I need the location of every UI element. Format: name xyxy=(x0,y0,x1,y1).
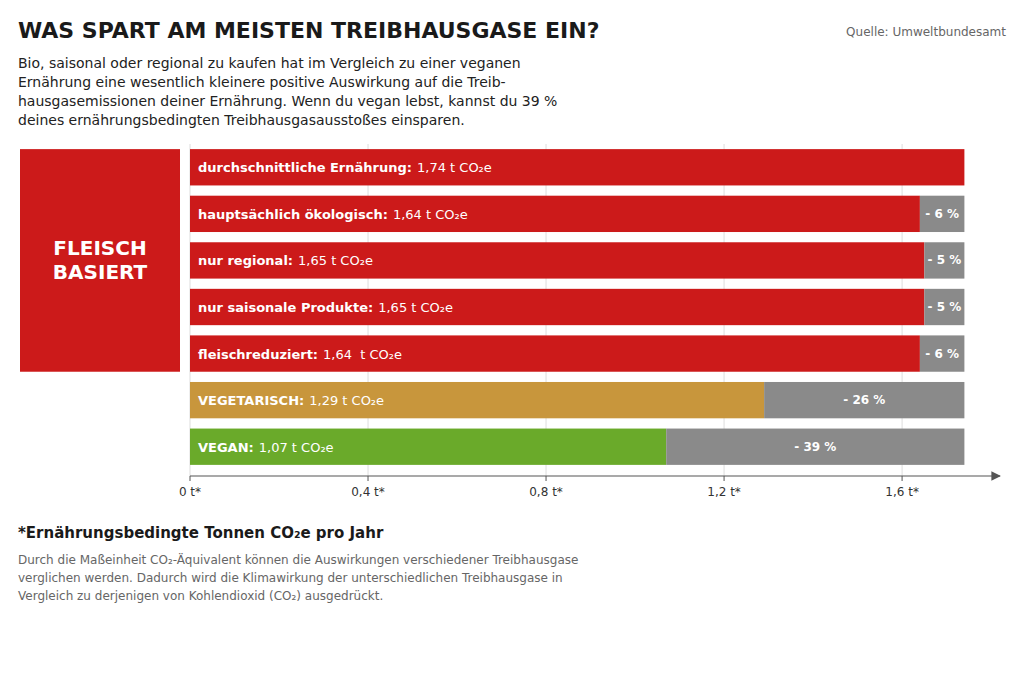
reduction-label: - 6 % xyxy=(925,207,959,221)
x-axis: 0 t* 0,4 t* 0,8 t* 1,2 t* 1,6 t* xyxy=(179,476,1000,499)
x-tick xyxy=(724,476,725,481)
footnote-line: Vergleich zu derjenigen von Kohlendioxid… xyxy=(18,589,383,603)
reduction-label: - 5 % xyxy=(928,253,962,267)
reduction-bar xyxy=(666,429,964,465)
subtitle-line: Ernährung eine wesentlich kleinere posit… xyxy=(18,74,506,90)
category-label: VEGAN: xyxy=(198,439,254,454)
group-label: FLEISCHBASIERT xyxy=(53,236,148,284)
bars xyxy=(190,149,964,465)
bar xyxy=(190,149,964,185)
bar-label: nur regional: 1,65 t CO₂e xyxy=(198,253,373,268)
reduction-label: - 26 % xyxy=(843,393,885,407)
footnote-line: verglichen werden. Dadurch wird die Klim… xyxy=(18,571,563,585)
value-label: 1,64 t CO₂e xyxy=(393,206,468,221)
x-tick xyxy=(546,476,547,481)
x-tick-label: 0,8 t* xyxy=(529,485,563,499)
x-tick-label: 0 t* xyxy=(179,485,201,499)
x-tick-label: 0,4 t* xyxy=(351,485,385,499)
footnote: Durch die Maßeinheit CO₂-Äquivalent könn… xyxy=(18,552,578,603)
group-label-line: FLEISCH xyxy=(53,236,146,260)
reduction-label: - 39 % xyxy=(794,440,836,454)
value-label: 1,64 t CO₂e xyxy=(323,346,402,361)
subtitle-line: hausgasemissionen deiner Ernährung. Wenn… xyxy=(18,93,557,109)
category-label: nur regional: xyxy=(198,253,293,268)
x-tick xyxy=(902,476,903,481)
reduction-bar xyxy=(920,196,965,232)
group-panel xyxy=(20,149,180,372)
category-label: durchschnittliche Ernährung: xyxy=(198,160,412,175)
bar xyxy=(190,196,920,232)
footnote-title: *Ernährungsbedingte Tonnen CO₂e pro Jahr xyxy=(18,524,384,542)
reduction-label: - 6 % xyxy=(925,347,959,361)
bar-label: VEGETARISCH: 1,29 t CO₂e xyxy=(198,393,384,408)
group-label-line: BASIERT xyxy=(53,260,148,284)
bar xyxy=(190,429,666,465)
reduction-bar xyxy=(924,289,964,325)
bar-label: fleischreduziert: 1,64 t CO₂e xyxy=(198,346,402,361)
category-label: VEGETARISCH: xyxy=(198,393,304,408)
bar-label: nur saisonale Produkte: 1,65 t CO₂e xyxy=(198,300,453,315)
x-axis-line xyxy=(190,475,1000,476)
subtitle-line: Bio, saisonal oder regional zu kaufen ha… xyxy=(18,55,521,71)
bar xyxy=(190,382,764,418)
subtitle-line: deines ernährungsbedingten Treibhausgasa… xyxy=(18,112,465,128)
value-label: 1,65 t CO₂e xyxy=(298,253,373,268)
bar-label: durchschnittliche Ernährung: 1,74 t CO₂e xyxy=(198,160,492,175)
value-label: 1,65 t CO₂e xyxy=(378,300,453,315)
bar xyxy=(190,289,924,325)
x-tick-label: 1,2 t* xyxy=(707,485,741,499)
reduction-bar xyxy=(924,242,964,278)
reduction-label: - 5 % xyxy=(928,300,962,314)
bar-label: hauptsächlich ökologisch: 1,64 t CO₂e xyxy=(198,206,468,221)
value-label: 1,29 t CO₂e xyxy=(309,393,384,408)
footnote-line: Durch die Maßeinheit CO₂-Äquivalent könn… xyxy=(18,552,578,567)
category-label: hauptsächlich ökologisch: xyxy=(198,206,388,221)
x-tick-label: 1,6 t* xyxy=(885,485,919,499)
bar-label: VEGAN: 1,07 t CO₂e xyxy=(198,439,334,454)
source: Quelle: Umweltbundesamt xyxy=(846,25,1006,39)
category-label: nur saisonale Produkte: xyxy=(198,300,373,315)
labels: durchschnittliche Ernährung: 1,74 t CO₂e h… xyxy=(198,160,961,454)
x-tick xyxy=(368,476,369,481)
bar xyxy=(190,335,920,371)
reduction-bar xyxy=(764,382,964,418)
chart-root: WAS SPART AM MEISTEN TREIBHAUSGASE EIN? Q… xyxy=(0,0,1024,683)
title: WAS SPART AM MEISTEN TREIBHAUSGASE EIN? xyxy=(18,18,599,43)
value-label: 1,74 t CO₂e xyxy=(417,160,492,175)
x-tick xyxy=(190,476,191,481)
reduction-bar xyxy=(920,335,965,371)
category-label: fleischreduziert: xyxy=(198,346,318,361)
subtitle: Bio, saisonal oder regional zu kaufen ha… xyxy=(18,55,557,128)
bar xyxy=(190,242,924,278)
value-label: 1,07 t CO₂e xyxy=(259,439,334,454)
